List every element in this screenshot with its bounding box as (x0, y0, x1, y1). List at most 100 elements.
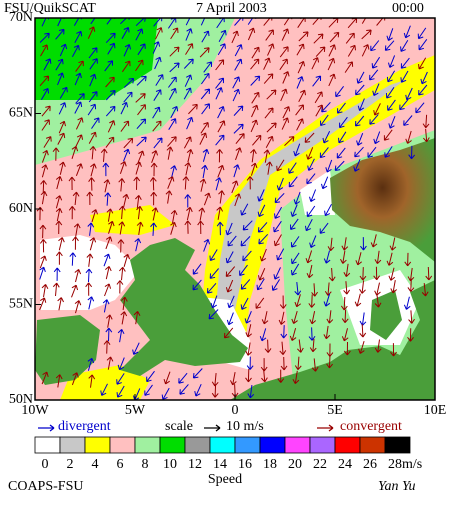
wind-arrow (100, 148, 108, 162)
wind-arrow (40, 44, 49, 57)
wind-arrow (328, 73, 336, 87)
wind-arrow (55, 176, 63, 190)
wind-arrow (235, 133, 245, 145)
wind-arrow (338, 131, 347, 144)
wind-arrow (87, 357, 95, 371)
wind-arrow (361, 44, 370, 57)
wind-arrow (136, 205, 143, 220)
wind-arrow (311, 283, 318, 297)
wind-arrow (201, 164, 209, 179)
wind-arrow (339, 116, 348, 129)
wind-arrow (107, 120, 116, 133)
wind-arrow (390, 280, 398, 294)
map (35, 18, 435, 400)
wind-arrow (150, 191, 158, 206)
wind-arrow (400, 57, 410, 69)
wind-arrow (304, 132, 315, 143)
wind-arrow (105, 327, 113, 342)
wind-arrow (133, 310, 141, 325)
wind-arrow (281, 117, 290, 130)
wind-arrow (405, 130, 412, 144)
wind-arrow (418, 84, 428, 96)
wind-arrow (167, 136, 177, 147)
wind-arrow (120, 18, 131, 25)
color-box (259, 436, 286, 454)
wind-arrow (372, 83, 380, 97)
wind-arrow (251, 91, 260, 104)
wind-arrow (282, 106, 291, 119)
wind-arrow (345, 32, 355, 44)
wind-arrow (232, 88, 241, 102)
wind-arrow (155, 27, 163, 40)
wind-arrow (200, 88, 211, 100)
wind-arrow (86, 191, 94, 206)
wind-arrow (337, 102, 346, 114)
wind-arrow (250, 58, 260, 70)
wind-arrow (309, 338, 317, 353)
wind-arrow (57, 132, 66, 145)
colorbar-title: Speed (208, 472, 242, 487)
wind-arrow (103, 253, 111, 267)
wind-arrow (117, 239, 125, 253)
wind-arrow (306, 173, 316, 185)
wind-arrow (91, 209, 98, 223)
wind-arrow (41, 105, 51, 117)
wind-arrow (417, 27, 427, 40)
wind-arrow (88, 374, 96, 388)
wind-arrow (135, 28, 144, 41)
wind-arrow (225, 279, 234, 293)
wind-arrow (88, 131, 97, 144)
wind-arrow (152, 106, 161, 119)
wind-arrow (259, 248, 267, 262)
wind-arrow (420, 71, 428, 85)
wind-arrow (69, 252, 77, 266)
wind-arrow (257, 267, 266, 281)
wind-arrow (137, 43, 146, 56)
wind-arrow (312, 75, 322, 87)
wind-arrow (122, 193, 130, 208)
wind-arrow (88, 47, 98, 59)
wind-arrow (103, 179, 111, 193)
wind-arrow (89, 237, 97, 251)
wind-arrow (304, 218, 313, 232)
wind-arrow (225, 251, 234, 264)
wind-arrow (256, 278, 265, 291)
wind-arrow (340, 250, 347, 264)
colorbar-label: 28 (388, 457, 402, 472)
wind-arrow (247, 384, 255, 399)
footer-right: Yan Yu (378, 479, 416, 494)
wind-arrow (246, 176, 254, 190)
wind-arrow (231, 30, 239, 44)
wind-arrow (41, 371, 49, 385)
wind-arrow (186, 206, 193, 221)
wind-arrow (244, 311, 252, 324)
wind-arrow (68, 205, 76, 220)
wind-arrow (390, 343, 397, 357)
wind-arrow (309, 310, 317, 325)
wind-arrow (155, 74, 164, 86)
colorbar-label: 2 (67, 457, 74, 472)
wind-arrow (217, 106, 225, 119)
wind-arrow (40, 88, 50, 100)
wind-arrow (120, 120, 130, 132)
scale-label: scale (165, 419, 193, 434)
wind-arrow (250, 149, 257, 163)
wind-arrow (309, 235, 317, 248)
color-box (159, 436, 186, 454)
wind-arrow (422, 114, 430, 129)
wind-arrow (217, 43, 226, 56)
colorbar-label: 14 (213, 457, 227, 472)
wind-arrow (59, 161, 66, 175)
wind-arrow (123, 91, 133, 103)
convergent-label: convergent (340, 419, 402, 434)
color-box (234, 436, 261, 454)
wind-arrow (71, 44, 80, 58)
colorbar-label: 16 (238, 457, 252, 472)
wind-arrow (335, 85, 344, 98)
wind-arrow (291, 252, 300, 265)
wind-arrow (271, 279, 281, 291)
wind-arrow (74, 30, 83, 44)
wind-arrow (306, 205, 316, 218)
wind-arrow (225, 222, 233, 236)
wind-arrow (132, 342, 140, 355)
